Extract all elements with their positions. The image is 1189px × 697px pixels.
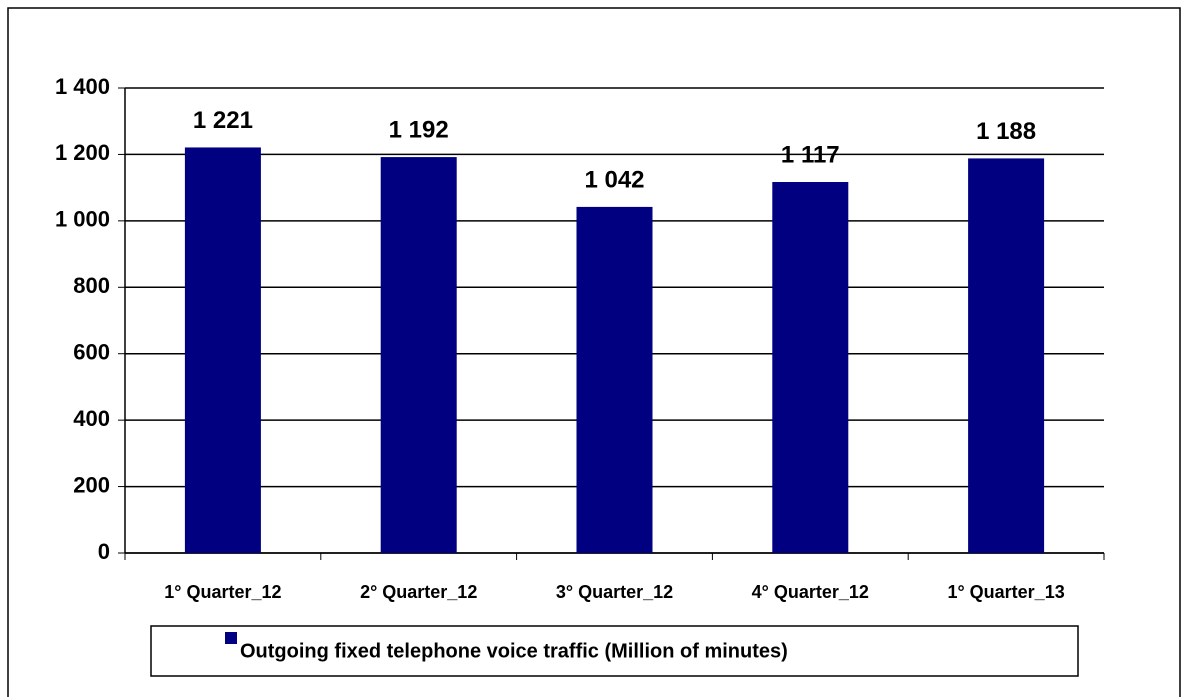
x-tick-label: 3° Quarter_12 [556, 582, 673, 602]
y-tick-label: 600 [73, 340, 110, 365]
value-label: 1 192 [389, 116, 449, 143]
y-tick-label: 200 [73, 472, 110, 497]
x-tick-label: 2° Quarter_12 [360, 582, 477, 602]
legend-box [150, 625, 1079, 677]
x-tick-label: 1° Quarter_13 [947, 582, 1064, 602]
legend-swatch [225, 632, 237, 644]
y-tick-label: 400 [73, 406, 110, 431]
x-tick-label: 1° Quarter_12 [164, 582, 281, 602]
bar [968, 158, 1045, 553]
value-label: 1 221 [193, 107, 253, 134]
bar [772, 181, 849, 553]
y-tick-label: 1 400 [55, 74, 110, 99]
bar [576, 206, 653, 553]
x-tick-label: 4° Quarter_12 [752, 582, 869, 602]
bar [184, 147, 261, 554]
y-tick-label: 1 000 [55, 207, 110, 232]
y-tick-label: 0 [98, 539, 110, 564]
bar [380, 157, 457, 554]
legend-label: Outgoing fixed telephone voice traffic (… [240, 640, 788, 662]
value-label: 1 188 [976, 118, 1036, 145]
value-label: 1 117 [781, 141, 840, 168]
y-tick-label: 800 [73, 273, 110, 298]
chart-frame [7, 7, 1181, 697]
y-tick-label: 1 200 [55, 140, 110, 165]
value-label: 1 042 [584, 166, 644, 193]
